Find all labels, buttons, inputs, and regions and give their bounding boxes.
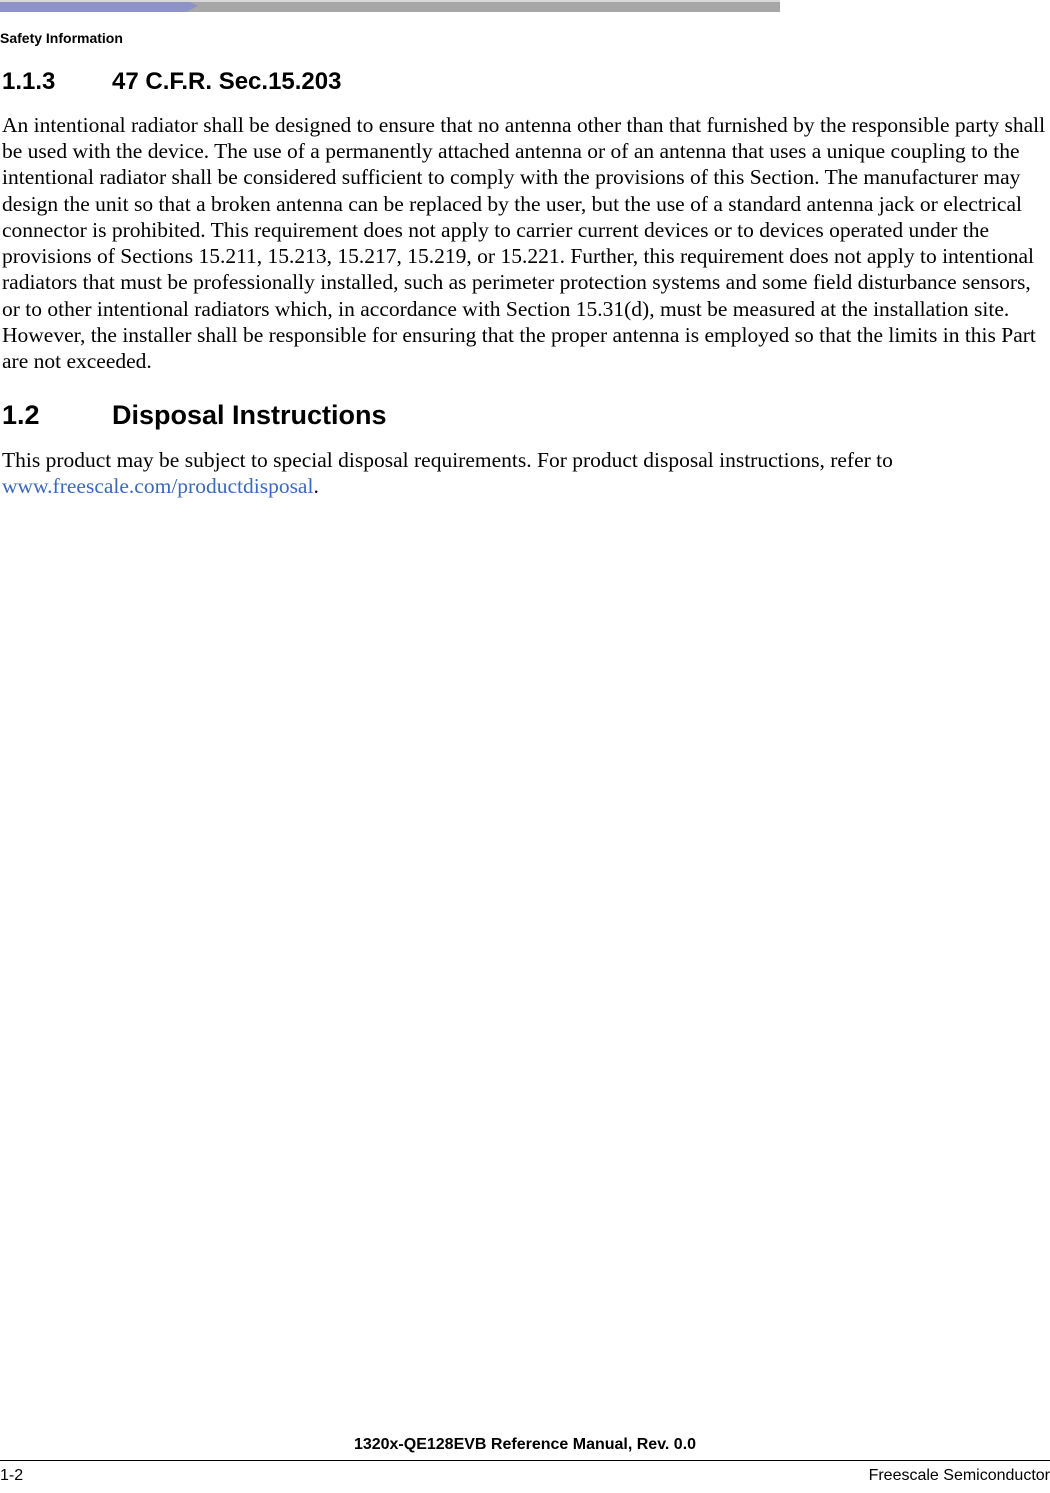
page: Safety Information 1.1.347 C.F.R. Sec.15… (0, 0, 1050, 1493)
paragraph-text-after-link: . (313, 474, 318, 498)
header-bar-svg (0, 0, 780, 12)
heading-number: 1.2 (2, 400, 112, 431)
heading-title: 47 C.F.R. Sec.15.203 (112, 68, 341, 95)
page-footer: 1320x-QE128EVB Reference Manual, Rev. 0.… (0, 1436, 1050, 1485)
paragraph-text-before-link: This product may be subject to special d… (2, 448, 893, 472)
footer-page-number: 1-2 (0, 1467, 23, 1485)
footer-rule (0, 1460, 1050, 1461)
content-area: 1.1.347 C.F.R. Sec.15.203 An intentional… (0, 58, 1050, 500)
heading-1-2: 1.2Disposal Instructions (2, 400, 1048, 431)
paragraph-1-2: This product may be subject to special d… (2, 447, 1048, 499)
footer-line: 1-2 Freescale Semiconductor (0, 1467, 1050, 1485)
running-header: Safety Information (0, 30, 123, 46)
footer-company: Freescale Semiconductor (869, 1467, 1050, 1485)
header-decorative-bar (0, 0, 780, 12)
footer-doc-title: 1320x-QE128EVB Reference Manual, Rev. 0.… (0, 1436, 1050, 1454)
heading-number: 1.1.3 (2, 68, 112, 96)
paragraph-1-1-3: An intentional radiator shall be designe… (2, 112, 1048, 374)
disposal-link[interactable]: www.freescale.com/productdisposal (2, 474, 313, 498)
heading-title: Disposal Instructions (112, 400, 387, 430)
heading-1-1-3: 1.1.347 C.F.R. Sec.15.203 (2, 68, 1048, 96)
